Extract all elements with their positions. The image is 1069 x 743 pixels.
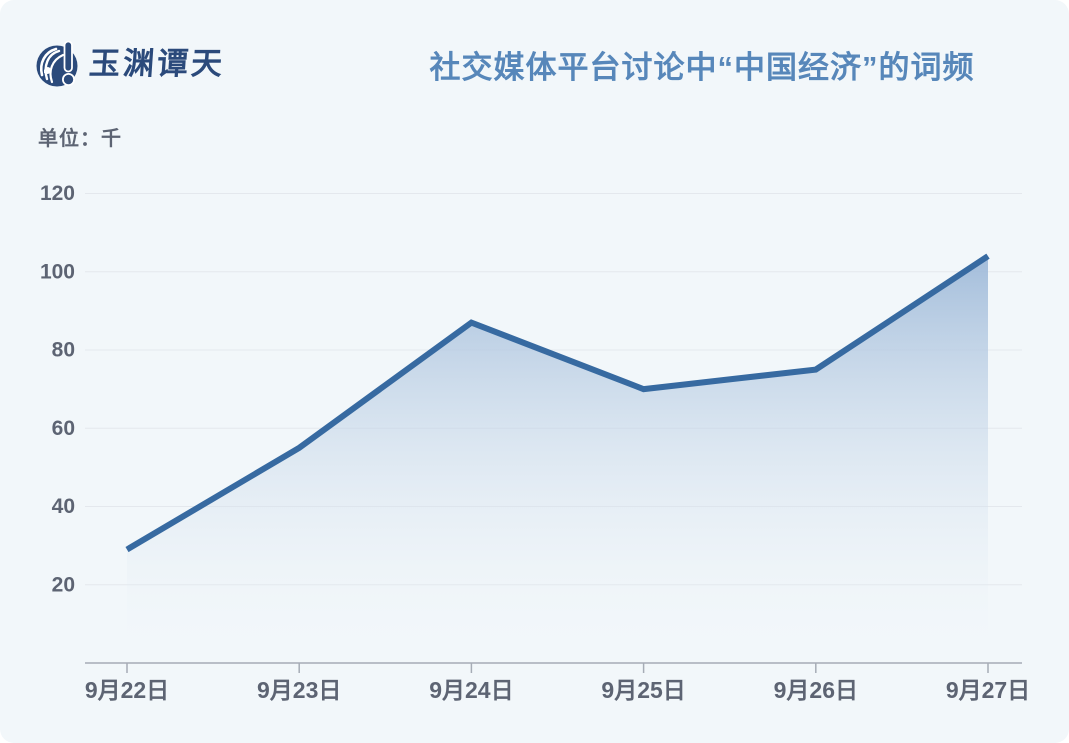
area-fill (127, 256, 988, 663)
y-axis-label: 80 (52, 339, 75, 362)
x-axis-label: 9月24日 (429, 677, 513, 703)
y-axis-label: 20 (52, 573, 75, 596)
x-axis-label: 9月25日 (601, 677, 685, 703)
y-axis-label: 40 (52, 495, 75, 518)
y-axis-label: 100 (40, 260, 75, 283)
logo: 玉渊谭天 (36, 37, 226, 91)
y-axis-label: 60 (52, 417, 75, 440)
trend-line (125, 253, 990, 553)
chart-title: 社交媒体平台讨论中“中国经济”的词频 (429, 50, 975, 85)
y-axis-label: 120 (40, 182, 75, 205)
x-axis-label: 9月22日 (85, 677, 169, 703)
x-axis-label: 9月23日 (257, 677, 341, 703)
unit-label: 单位：千 (38, 128, 122, 150)
yuyuantantian-logo-icon (36, 40, 78, 87)
x-axis-label: 9月26日 (774, 677, 858, 703)
x-axis-label: 9月27日 (946, 677, 1030, 703)
